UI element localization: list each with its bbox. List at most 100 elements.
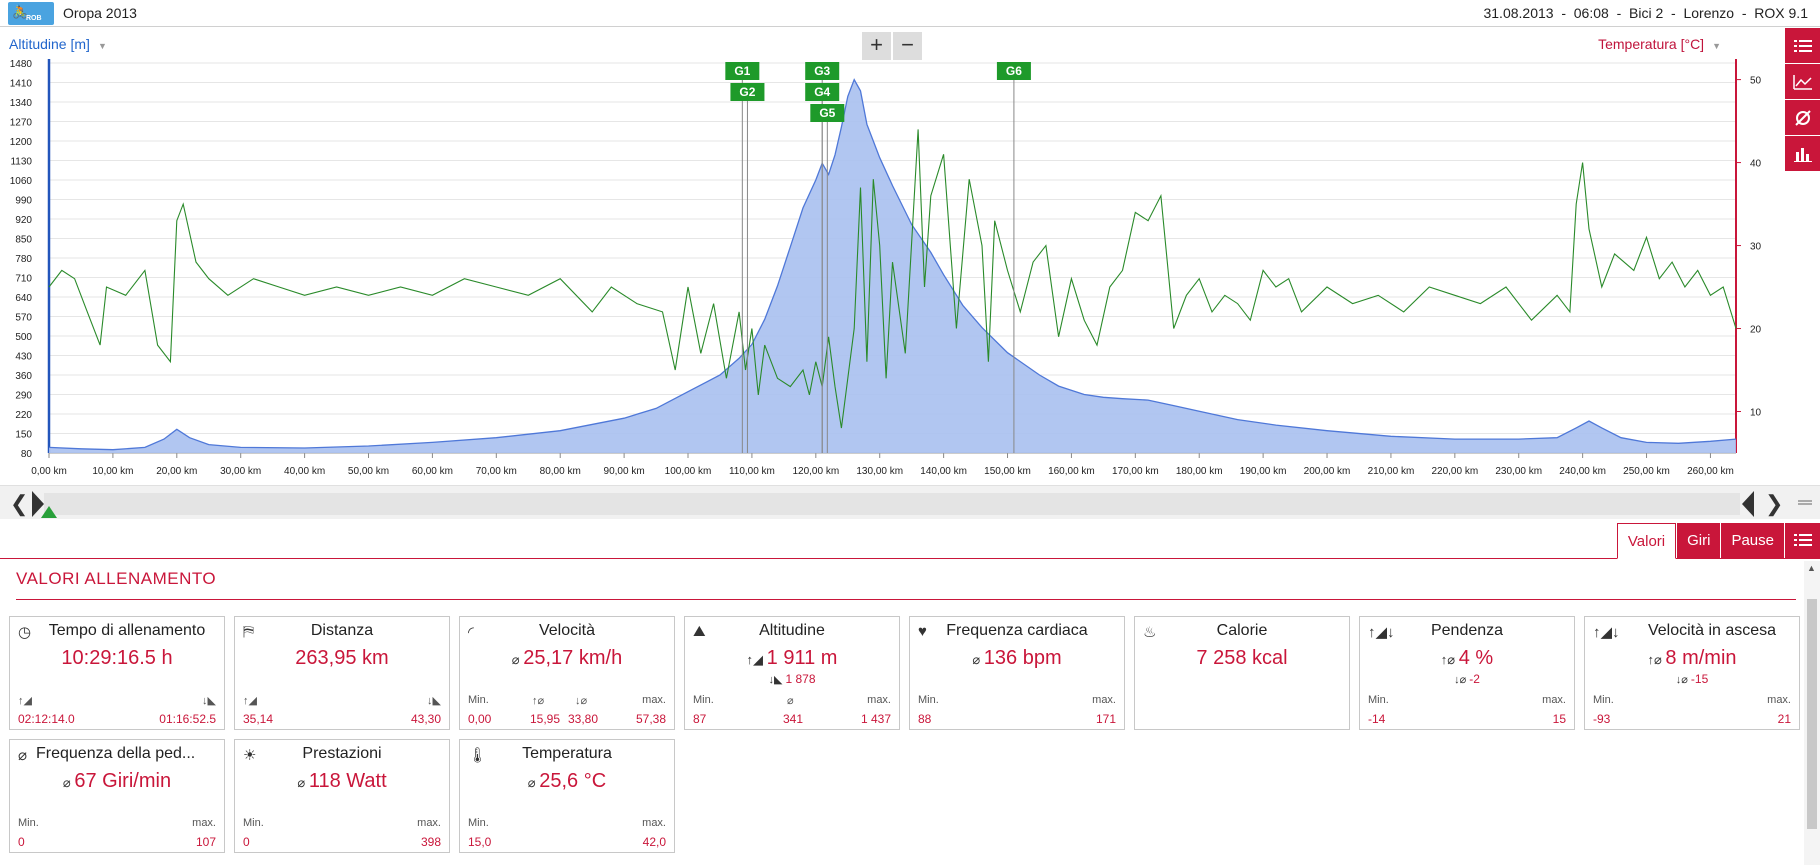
section-title: VALORI ALLENAMENTO — [16, 569, 217, 588]
x-tick-label: 80,00 km — [540, 466, 581, 477]
y-left-tick-label: 150 — [15, 430, 32, 441]
card-value: 7 258 kcal — [1196, 647, 1288, 669]
downhill-icon: ↓◣ — [202, 695, 216, 707]
ascent-speed-icon: ↑◢↓ — [1593, 624, 1620, 641]
downhill-average-icon: ↓⌀ — [1454, 674, 1470, 686]
y-left-tick-label: 1480 — [10, 59, 33, 70]
marker-label: G1 — [734, 64, 750, 78]
downhill-average-icon: ↓⌀ — [1675, 674, 1691, 686]
y-left-tick-label: 1340 — [10, 98, 33, 109]
card-distance: ⛿ Distanza 263,95 km ↑◢ ↓◣ 35,14 43,30 — [234, 616, 450, 730]
scroll-right-icon[interactable]: ❯ — [1765, 491, 1784, 516]
y-left-tick-label: 500 — [15, 332, 32, 343]
zoom-in-button[interactable]: + — [862, 32, 891, 60]
range-end-handle[interactable] — [1742, 491, 1754, 517]
y-left-tick-label: 850 — [15, 235, 32, 246]
card-subvalue: ↓⌀ -2 — [1360, 672, 1574, 686]
uphill-time: 02:12:14.0 — [18, 712, 75, 726]
list-view-button[interactable] — [1785, 28, 1820, 63]
zoom-out-button[interactable]: − — [893, 32, 922, 60]
min-label: Min. — [243, 817, 264, 829]
cadence-icon: ⌀ — [18, 747, 28, 764]
left-axis-title: Altitudine [m] — [9, 36, 90, 52]
scrollbar-thumb[interactable] — [1807, 599, 1817, 829]
tab-giri[interactable]: Giri — [1677, 523, 1721, 559]
card-temperature: 🌡 Temperatura ⌀ 25,6 °C Min. max. 15,0 4… — [459, 739, 675, 853]
x-tick-label: 220,00 km — [1431, 466, 1478, 477]
range-track[interactable] — [44, 493, 1740, 515]
slope-up-value: 4 % — [1458, 647, 1494, 669]
heart-rate-value: 136 bpm — [983, 647, 1062, 669]
mountain-icon: ⛰ — [693, 623, 706, 640]
downhill-icon: ↓◣ — [768, 674, 786, 686]
average-icon: ⌀ — [527, 775, 540, 790]
max-value: 398 — [420, 835, 441, 849]
x-tick-label: 50,00 km — [348, 466, 389, 477]
altitude-temperature-chart[interactable]: 1480 1410 1340 1270 1200 1130 1060 990 920 850 780… — [0, 28, 1784, 488]
x-tick-label: 90,00 km — [604, 466, 645, 477]
bar-chart-button[interactable] — [1785, 136, 1820, 171]
list-icon — [1793, 534, 1812, 546]
min-label: Min. — [468, 694, 489, 706]
x-tick-label: 230,00 km — [1495, 466, 1542, 477]
marker-flag — [730, 83, 765, 101]
scroll-left-icon[interactable]: ❮ — [10, 491, 29, 516]
left-axis-selector[interactable]: Altitudine [m] ▼ — [9, 36, 107, 52]
altitude-down-value: 1 878 — [785, 672, 816, 686]
card-value: ↑◢ 1 911 m — [685, 647, 899, 670]
uphill-average-icon: ↑⌀ — [532, 695, 545, 707]
x-tick-label: 0,00 km — [31, 466, 67, 477]
min-label: Min. — [468, 817, 489, 829]
power-value: 118 Watt — [308, 770, 387, 792]
temperature-line — [48, 129, 1737, 429]
average-icon: ⌀ — [297, 775, 309, 790]
panel-menu-button[interactable] — [1785, 523, 1820, 559]
card-title: Temperatura — [522, 745, 612, 762]
card-title: Frequenza cardiaca — [946, 622, 1088, 639]
marker-label: G6 — [1006, 64, 1022, 78]
heart-icon: ♥ — [918, 623, 927, 640]
card-title: Velocità — [538, 622, 596, 639]
min-value: 15,0 — [468, 835, 492, 849]
drag-handle-icon[interactable] — [1798, 500, 1812, 505]
x-tick-label: 180,00 km — [1176, 466, 1223, 477]
card-calories: ♨ Calorie 7 258 kcal — [1134, 616, 1350, 730]
x-tick-label: 10,00 km — [92, 466, 133, 477]
position-marker-icon[interactable] — [41, 506, 57, 518]
card-value: ⌀ 136 bpm — [910, 647, 1124, 670]
x-tick-label: 130,00 km — [856, 466, 903, 477]
card-value: ↑⌀ 4 % — [1360, 647, 1574, 670]
app-logo: 🚴 ROB — [8, 2, 54, 25]
line-chart-button[interactable] — [1785, 64, 1820, 99]
marker-label: G3 — [814, 64, 830, 78]
tab-pause[interactable]: Pause — [1721, 523, 1784, 559]
y-right-tick-label: 40 — [1750, 159, 1762, 170]
average-icon: ⌀ — [62, 775, 75, 790]
card-heart-rate: ♥ Frequenza cardiaca ⌀ 136 bpm Min. max.… — [909, 616, 1125, 730]
y-left-tick-label: 290 — [15, 391, 32, 402]
scroll-up-icon[interactable]: ▲ — [1807, 563, 1816, 573]
x-tick-label: 110,00 km — [729, 466, 775, 477]
vertical-scrollbar[interactable]: ▲ — [1804, 561, 1820, 865]
average-icon — [1794, 109, 1811, 126]
y-left-tick-label: 710 — [15, 274, 32, 285]
x-tick-label: 40,00 km — [284, 466, 325, 477]
chevron-down-icon: ▼ — [97, 41, 107, 51]
right-axis-selector[interactable]: Temperatura [°C] ▼ — [1598, 36, 1721, 52]
average-button[interactable] — [1785, 100, 1820, 135]
x-tick-label: 60,00 km — [412, 466, 453, 477]
uphill-icon: ↑◢ — [746, 652, 767, 667]
x-tick-label: 170,00 km — [1112, 466, 1159, 477]
min-label: Min. — [18, 817, 39, 829]
downhill-time: 01:16:52.5 — [159, 712, 216, 726]
bar-chart-icon — [1793, 147, 1812, 162]
y-right-tick-label: 10 — [1750, 408, 1762, 419]
card-title: Prestazioni — [302, 745, 382, 762]
marker-label: G2 — [739, 85, 755, 99]
y-right-tick-label: 30 — [1750, 242, 1762, 253]
altitude-line — [48, 78, 1737, 451]
max-value: 15 — [1552, 712, 1566, 726]
tab-valori[interactable]: Valori — [1616, 523, 1677, 559]
y-left-tick-label: 640 — [15, 293, 32, 304]
min-value: 0 — [243, 835, 250, 849]
